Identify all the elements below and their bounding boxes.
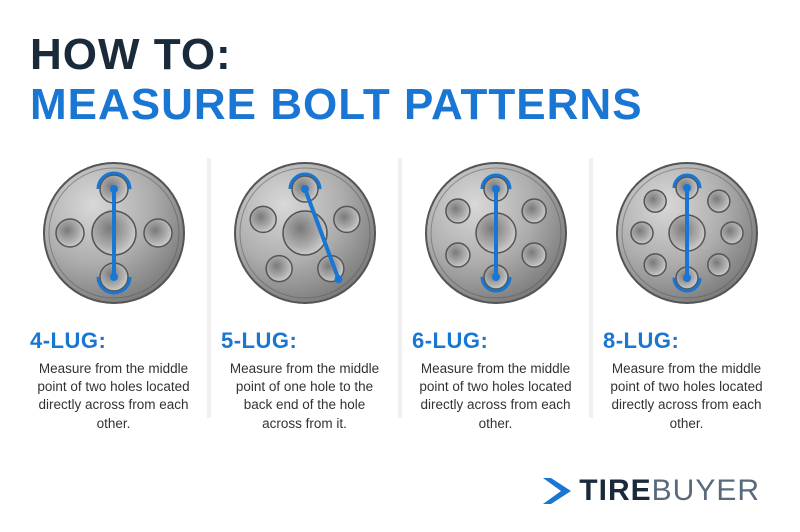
panel-4lug: 4-LUG: Measure from the middle point of … bbox=[30, 148, 197, 433]
logo-light: BUYER bbox=[652, 474, 760, 507]
divider-icon bbox=[589, 158, 593, 418]
wheel-8lug bbox=[603, 148, 770, 318]
wheel-6lug bbox=[412, 148, 579, 318]
panel-8lug: 8-LUG: Measure from the middle point of … bbox=[603, 148, 770, 433]
heading: HOW TO: MEASURE BOLT PATTERNS bbox=[30, 30, 770, 130]
lug-title-8: 8-LUG: bbox=[603, 328, 770, 354]
panel-5lug: 5-LUG: Measure from the middle point of … bbox=[221, 148, 388, 433]
panel-6lug: 6-LUG: Measure from the middle point of … bbox=[412, 148, 579, 433]
lug-desc-8: Measure from the middle point of two hol… bbox=[603, 360, 770, 433]
lug-desc-6: Measure from the middle point of two hol… bbox=[412, 360, 579, 433]
divider-icon bbox=[398, 158, 402, 418]
wheel-4lug bbox=[30, 148, 197, 318]
lug-title-5: 5-LUG: bbox=[221, 328, 388, 354]
lug-desc-4: Measure from the middle point of two hol… bbox=[30, 360, 197, 433]
heading-line1: HOW TO: bbox=[30, 30, 770, 80]
lug-desc-5: Measure from the middle point of one hol… bbox=[221, 360, 388, 433]
logo-text: TIREBUYER bbox=[579, 474, 760, 508]
brand-logo: TIREBUYER bbox=[541, 474, 760, 508]
panels-row: 4-LUG: Measure from the middle point of … bbox=[30, 148, 770, 433]
divider-icon bbox=[207, 158, 211, 418]
logo-mark-icon bbox=[541, 476, 575, 506]
heading-line2: MEASURE BOLT PATTERNS bbox=[30, 80, 770, 130]
wheel-5lug bbox=[221, 148, 388, 318]
lug-title-6: 6-LUG: bbox=[412, 328, 579, 354]
lug-title-4: 4-LUG: bbox=[30, 328, 197, 354]
logo-dark: TIRE bbox=[579, 474, 651, 507]
